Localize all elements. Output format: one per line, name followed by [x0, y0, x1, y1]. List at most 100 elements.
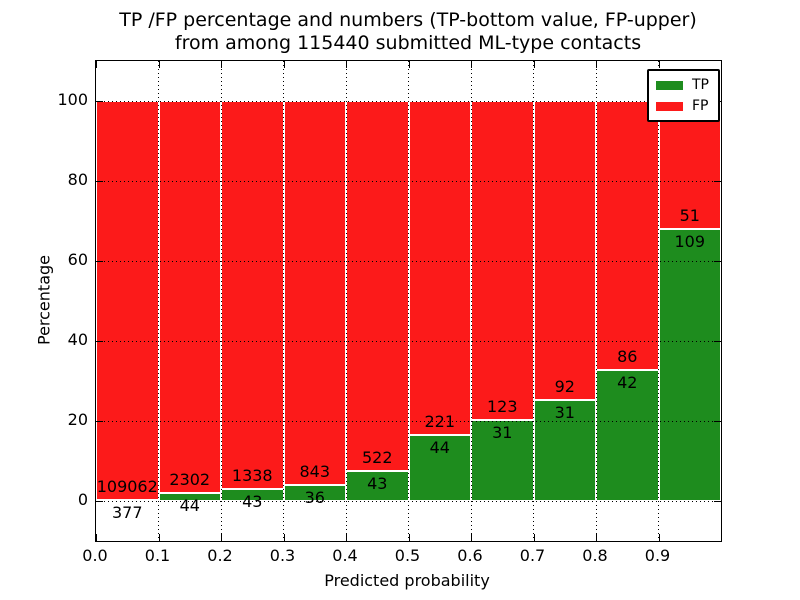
x-tick-label: 0.2	[207, 546, 233, 565]
x-tick-mark	[596, 61, 597, 68]
fp-bar-segment	[221, 101, 284, 489]
x-tick-label: 0.9	[644, 546, 671, 565]
x-tick-mark	[346, 534, 347, 541]
fp-bar-segment	[533, 101, 596, 401]
legend-label-tp: TP	[692, 77, 709, 93]
y-tick-label: 100	[57, 90, 88, 109]
y-tick-label: 40	[67, 330, 88, 349]
tp-swatch-icon	[656, 80, 683, 90]
tp-bar-segment	[346, 470, 409, 501]
tp-bar-segment	[471, 420, 534, 501]
fp-count-label: 92	[554, 377, 575, 397]
fp-count-label: 1338	[231, 465, 273, 485]
x-tick-label: 0.8	[582, 546, 608, 565]
fp-bar-segment	[158, 101, 221, 494]
fp-count-label: 843	[299, 461, 331, 481]
y-tick-mark	[714, 421, 721, 422]
x-tick-mark	[96, 61, 97, 68]
fp-count-label: 123	[486, 397, 518, 417]
x-tick-mark	[283, 61, 285, 68]
y-tick-mark	[96, 501, 103, 502]
legend-label-fp: FP	[692, 98, 709, 114]
y-gridline	[96, 100, 721, 102]
y-tick-mark	[96, 421, 103, 422]
y-tick-label: 0	[77, 490, 88, 509]
x-tick-label: 0.1	[144, 546, 171, 565]
tp-count-label: 109	[674, 231, 706, 251]
x-axis-label: Predicted probability	[324, 571, 490, 590]
fp-bar-segment	[596, 101, 659, 370]
y-gridline	[96, 420, 721, 422]
fp-bar-segment	[96, 101, 159, 500]
chart-title-line1: TP /FP percentage and numbers (TP-bottom…	[119, 9, 697, 31]
tp-count-label: 43	[242, 491, 263, 511]
x-gridline	[470, 61, 472, 541]
tp-count-label: 36	[304, 487, 325, 507]
plot-area: 109062 377 2302 44 1338 43 843 36 522 43 221 44 123 3…	[95, 60, 722, 542]
y-gridline	[96, 500, 721, 502]
x-tick-mark	[283, 534, 285, 541]
fp-count-label: 109062	[96, 476, 158, 496]
x-tick-label: 0.6	[457, 546, 483, 565]
x-tick-mark	[471, 534, 472, 541]
tp-bar-segment	[408, 434, 471, 501]
x-tick-mark	[408, 61, 410, 68]
x-tick-mark	[221, 534, 222, 541]
x-tick-mark	[346, 61, 347, 68]
tp-count-label: 43	[367, 473, 388, 493]
chart-title: TP /FP percentage and numbers (TP-bottom…	[119, 9, 697, 55]
fp-swatch-icon	[656, 101, 683, 111]
x-tick-mark	[158, 534, 160, 541]
x-tick-mark	[471, 61, 472, 68]
y-gridline	[96, 260, 721, 262]
x-gridline	[158, 61, 159, 541]
y-tick-mark	[96, 101, 103, 102]
fp-bar-segment	[658, 101, 721, 229]
tp-bar-segment	[533, 400, 596, 501]
x-tick-label: 0.5	[394, 546, 421, 565]
fp-count-label: 51	[679, 205, 700, 225]
x-tick-mark	[96, 534, 97, 541]
y-tick-mark	[714, 341, 721, 342]
y-tick-mark	[714, 501, 721, 502]
chart-title-line2: from among 115440 submitted ML-type cont…	[174, 32, 642, 54]
x-tick-mark	[658, 534, 660, 541]
y-gridline	[96, 180, 721, 182]
fp-count-label: 522	[361, 447, 393, 467]
x-tick-mark	[533, 61, 535, 68]
x-gridline	[283, 61, 284, 541]
y-tick-mark	[96, 341, 103, 342]
x-tick-mark	[221, 61, 222, 68]
x-tick-label: 0.4	[332, 546, 358, 565]
legend-entry-tp: TP	[656, 78, 709, 92]
y-tick-mark	[96, 261, 103, 262]
y-tick-label: 20	[67, 410, 88, 429]
x-tick-mark	[533, 534, 535, 541]
tp-count-label: 31	[492, 423, 513, 443]
tp-count-label: 44	[179, 496, 200, 516]
x-gridline	[658, 61, 659, 541]
x-tick-label: 0.7	[519, 546, 546, 565]
y-tick-mark	[96, 181, 103, 182]
tp-count-label: 42	[617, 372, 638, 392]
fp-bar-segment	[408, 101, 471, 435]
y-tick-mark	[714, 261, 721, 262]
x-tick-label: 0.0	[82, 546, 108, 565]
x-gridline	[595, 61, 597, 541]
x-tick-mark	[408, 534, 410, 541]
x-gridline	[220, 61, 222, 541]
fp-count-label: 2302	[169, 470, 211, 490]
tp-bar-segment	[658, 228, 721, 501]
legend: TP FP	[647, 69, 720, 122]
x-tick-label: 0.3	[269, 546, 296, 565]
x-tick-mark	[596, 534, 597, 541]
y-tick-label: 80	[67, 170, 88, 189]
x-gridline	[533, 61, 534, 541]
legend-entry-fp: FP	[656, 99, 709, 113]
y-tick-mark	[714, 181, 721, 182]
fp-count-label: 221	[424, 411, 456, 431]
x-gridline	[345, 61, 347, 541]
tp-count-label: 44	[429, 437, 450, 457]
x-tick-mark	[658, 61, 660, 68]
fp-count-label: 86	[617, 346, 638, 366]
